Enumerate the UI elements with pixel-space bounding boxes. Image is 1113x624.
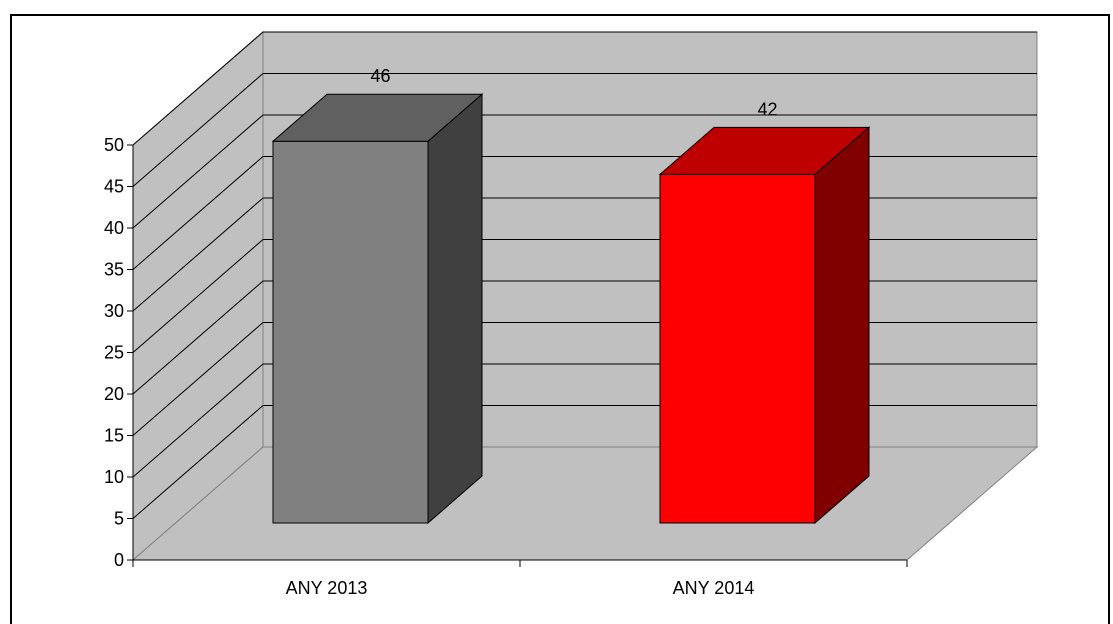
chart-frame <box>10 14 1110 624</box>
y-tick-label: 45 <box>104 177 124 197</box>
bar-1 <box>271 93 484 525</box>
y-tick-label: 20 <box>104 384 124 404</box>
y-tick-label: 50 <box>104 135 124 155</box>
bar-front-face <box>272 140 429 524</box>
y-tick-label: 5 <box>114 509 124 529</box>
data-label: 42 <box>757 99 777 119</box>
data-label: 46 <box>370 66 390 86</box>
y-tick-label: 30 <box>104 301 124 321</box>
x-tick-label: ANY 2013 <box>286 578 368 598</box>
gridline <box>132 114 1037 229</box>
bar-top-face <box>271 93 484 142</box>
gridline <box>132 31 1037 146</box>
floor <box>131 446 1039 561</box>
y-tick-label: 10 <box>104 467 124 487</box>
y-tick-label: 25 <box>104 343 124 363</box>
y-tick-label: 35 <box>104 260 124 280</box>
bar-top-face <box>658 126 871 175</box>
gridline <box>132 73 1037 187</box>
y-tick-label: 40 <box>104 218 124 238</box>
bar-front-face <box>659 173 816 524</box>
bar-side-face <box>427 93 483 525</box>
y-tick-label: 0 <box>114 550 124 570</box>
y-tick-label: 15 <box>104 426 124 446</box>
x-tick-label: ANY 2014 <box>673 578 755 598</box>
bar-side-face <box>814 126 870 525</box>
bar-2 <box>658 126 871 525</box>
